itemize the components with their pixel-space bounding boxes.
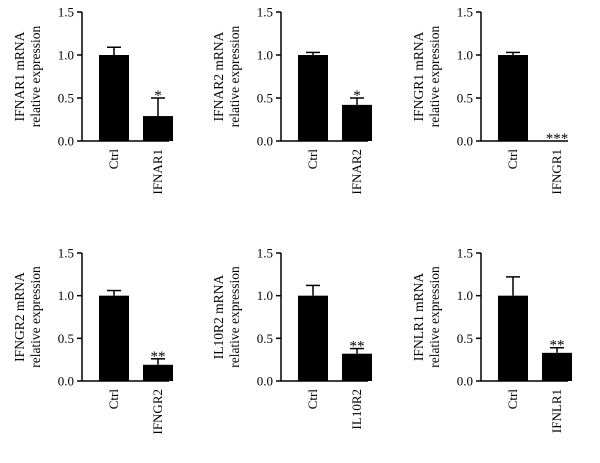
y-axis-label-line1: IFNAR1 mRNA — [12, 31, 27, 121]
chart-panel-1: IFNAR1 mRNArelative expression 0.0 0.5 1.0 1… — [12, 5, 173, 195]
y-tick-label: 0.0 — [457, 374, 473, 389]
significance-marker: *** — [546, 131, 569, 147]
x-tick-label: Ctrl — [505, 389, 520, 410]
y-axis-label-line1: IFNGR2 mRNA — [12, 272, 27, 362]
y-tick-label: 0.5 — [257, 331, 273, 346]
y-tick-label: 1.5 — [257, 246, 273, 261]
bar-2 — [143, 116, 173, 141]
significance-marker: * — [353, 88, 361, 104]
bar-2 — [143, 364, 173, 381]
y-axis-label-line2: relative expression — [427, 25, 442, 127]
y-axis-label-line2: relative expression — [427, 266, 442, 368]
chart-panel-6: IFNLR1 mRNArelative expression 0.0 0.5 1.0 1… — [411, 246, 572, 433]
y-tick-label: 0.5 — [58, 91, 74, 106]
y-axis-label: IFNGR1 mRNArelative expression — [411, 25, 442, 127]
significance-marker: ** — [151, 349, 166, 365]
y-tick-label: 1.5 — [457, 5, 473, 20]
y-tick-label: 1.5 — [257, 5, 273, 20]
y-tick-label: 1.0 — [457, 48, 473, 63]
y-tick-label: 0.5 — [58, 331, 74, 346]
y-axis-label-line2: relative expression — [227, 266, 242, 368]
bar-2 — [342, 353, 372, 381]
y-axis-label-line2: relative expression — [28, 266, 43, 368]
y-axis-label-line1: IFNLR1 mRNA — [411, 273, 426, 361]
bar-1 — [298, 55, 328, 141]
y-tick-label: 1.0 — [58, 48, 74, 63]
significance-marker: ** — [350, 339, 365, 355]
chart-panel-3: IFNGR1 mRNArelative expression 0.0 0.5 1.0 1… — [411, 5, 568, 195]
y-tick-label: 1.0 — [58, 288, 74, 303]
x-tick-label: Ctrl — [505, 149, 520, 170]
y-tick-label: 0.0 — [257, 134, 273, 149]
y-axis-label-line1: IFNGR1 mRNA — [411, 31, 426, 121]
bar-2 — [542, 352, 572, 381]
y-tick-label: 1.0 — [257, 48, 273, 63]
y-tick-label: 0.5 — [457, 331, 473, 346]
y-tick-label: 0.5 — [457, 91, 473, 106]
bar-1 — [298, 295, 328, 381]
y-axis-label: IFNGR2 mRNArelative expression — [12, 266, 43, 368]
x-tick-label: IFNGR1 — [549, 149, 564, 195]
y-tick-label: 1.0 — [457, 288, 473, 303]
y-tick-label: 1.5 — [457, 246, 473, 261]
x-tick-label: IFNLR1 — [549, 389, 564, 433]
x-tick-label: IFNGR2 — [150, 389, 165, 435]
x-tick-label: Ctrl — [106, 149, 121, 170]
x-tick-label: IFNAR2 — [349, 149, 364, 195]
y-tick-label: 1.5 — [58, 5, 74, 20]
significance-marker: * — [154, 88, 162, 104]
y-axis-label: IL10R2 mRNArelative expression — [211, 266, 242, 368]
chart-panel-2: IFNAR2 mRNArelative expression 0.0 0.5 1.0 1… — [211, 5, 372, 195]
x-tick-label: Ctrl — [305, 149, 320, 170]
bar-1 — [99, 295, 129, 381]
y-axis-label-line1: IFNAR2 mRNA — [211, 31, 226, 121]
y-axis-label: IFNAR1 mRNArelative expression — [12, 25, 43, 127]
y-tick-label: 1.5 — [58, 246, 74, 261]
y-tick-label: 0.0 — [58, 134, 74, 149]
y-tick-label: 0.0 — [58, 374, 74, 389]
y-axis-label-line1: IL10R2 mRNA — [211, 275, 226, 360]
bar-1 — [99, 55, 129, 141]
x-tick-label: Ctrl — [305, 389, 320, 410]
y-axis-label: IFNLR1 mRNArelative expression — [411, 266, 442, 368]
significance-marker: ** — [550, 338, 565, 354]
chart-panel-4: IFNGR2 mRNArelative expression 0.0 0.5 1.0 1… — [12, 246, 173, 435]
x-tick-label: IFNAR1 — [150, 149, 165, 195]
bar-1 — [498, 295, 528, 381]
y-tick-label: 0.5 — [257, 91, 273, 106]
x-tick-label: Ctrl — [106, 389, 121, 410]
y-axis-label-line2: relative expression — [28, 25, 43, 127]
x-tick-label: IL10R2 — [349, 389, 364, 429]
y-tick-label: 0.0 — [457, 134, 473, 149]
y-axis-label-line2: relative expression — [227, 25, 242, 127]
y-tick-label: 0.0 — [257, 374, 273, 389]
bar-1 — [498, 55, 528, 141]
y-axis-label: IFNAR2 mRNArelative expression — [211, 25, 242, 127]
y-tick-label: 1.0 — [257, 288, 273, 303]
chart-panel-5: IL10R2 mRNArelative expression 0.0 0.5 1.0 1… — [211, 246, 372, 429]
bar-2 — [342, 104, 372, 141]
